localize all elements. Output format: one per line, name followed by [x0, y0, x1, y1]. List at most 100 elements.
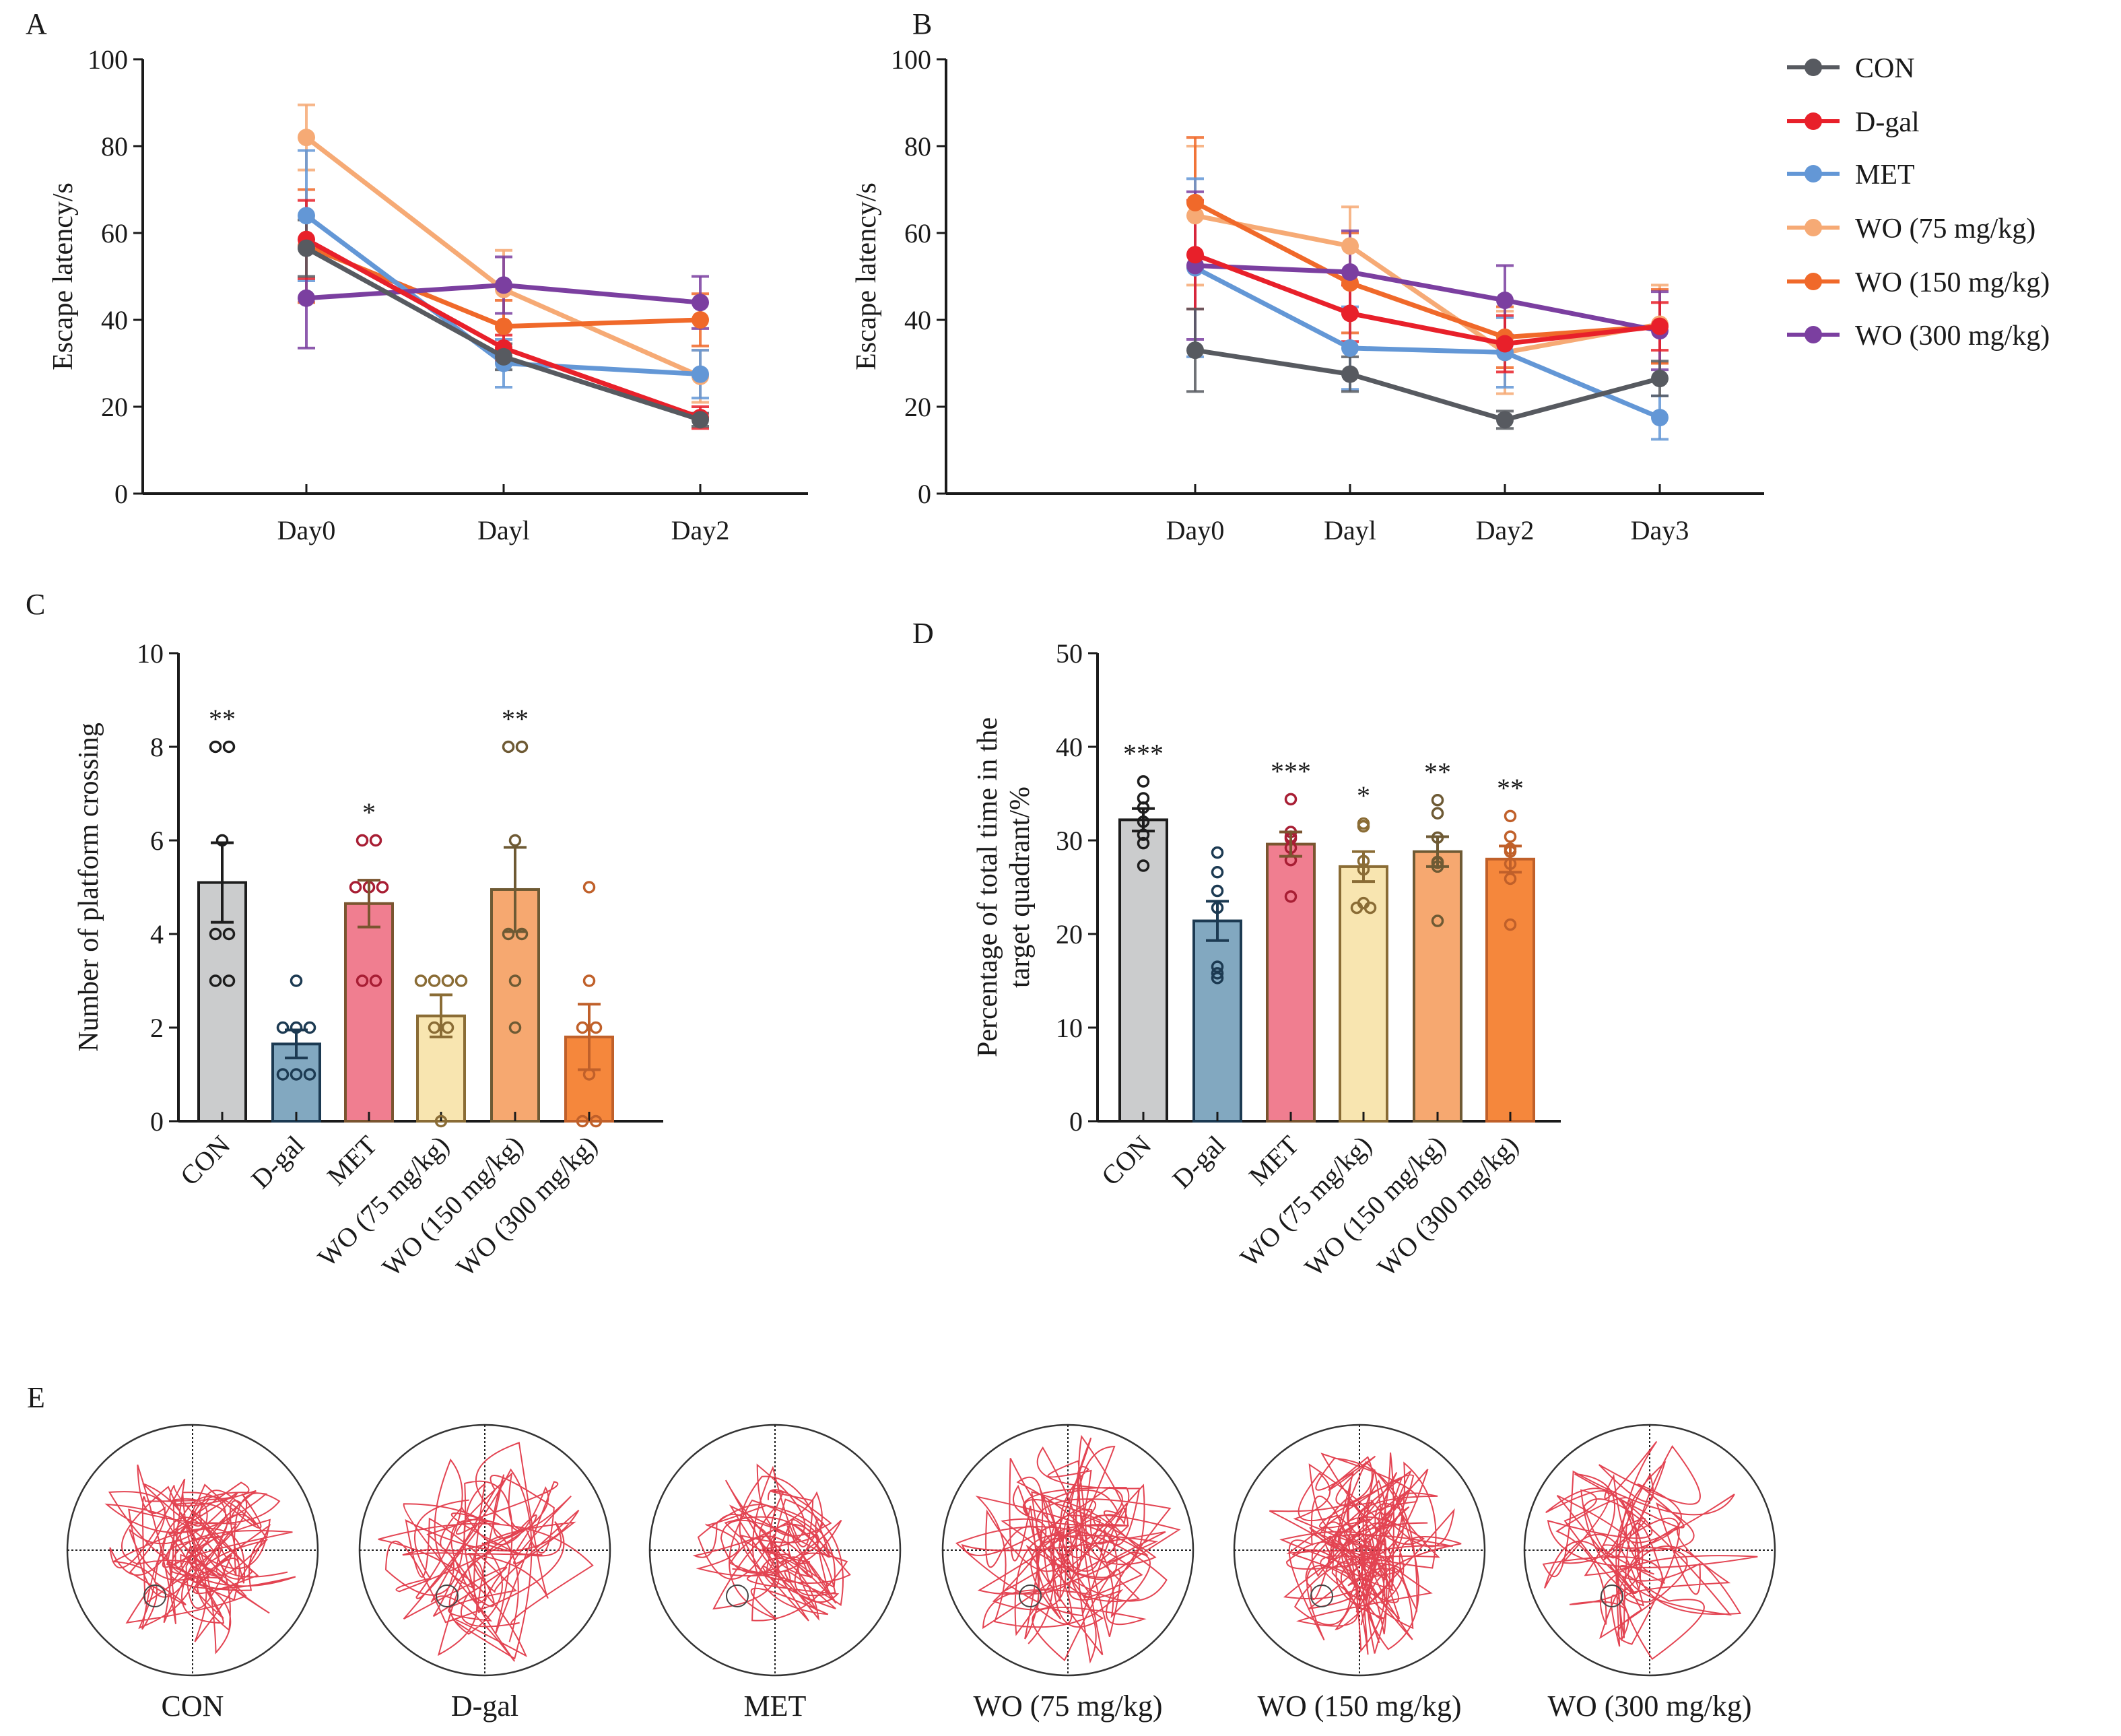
individual-point — [369, 974, 382, 987]
data-point — [1341, 263, 1359, 281]
series-line — [1194, 213, 1660, 355]
trajectory-label: WO (75 mg/kg) — [973, 1690, 1162, 1723]
series-line — [1194, 252, 1660, 346]
individual-point — [582, 974, 596, 987]
individual-point — [290, 974, 303, 987]
individual-point — [376, 881, 389, 894]
x-category-label: CON — [1096, 1130, 1157, 1192]
data-point — [1186, 207, 1204, 225]
x-category-label: MET — [321, 1130, 383, 1192]
trajectory-con: CON — [66, 1424, 319, 1723]
y-axis-title: Escape latency/s — [48, 182, 79, 370]
individual-point — [576, 1021, 589, 1034]
data-point — [1341, 339, 1359, 357]
legend-entry-d-gal: D-gal — [1787, 107, 1920, 138]
bar — [1413, 850, 1462, 1123]
bar-group-met: * MET — [321, 797, 394, 1192]
significance-marker: *** — [1271, 756, 1311, 787]
individual-point — [1211, 967, 1224, 980]
individual-point — [369, 834, 382, 847]
individual-point — [441, 974, 454, 987]
y-tick-label: 0 — [114, 479, 128, 509]
y-tick-label: 80 — [101, 131, 128, 162]
y-tick-label: 0 — [1069, 1106, 1083, 1137]
data-point — [1186, 246, 1204, 264]
panel-letter-d: D — [912, 617, 934, 650]
individual-point — [290, 1068, 303, 1081]
x-tick-label: Dayl — [1324, 515, 1376, 545]
individual-point — [576, 1114, 589, 1128]
data-point — [692, 365, 709, 383]
y-tick-label: 6 — [150, 826, 164, 856]
individual-point — [515, 927, 529, 941]
significance-marker: ** — [1424, 757, 1451, 787]
panel-b-escape-latency-chart: 0 20 40 60 80 100 Day0 Dayl Day2 Day3 Escape laten… — [851, 44, 1764, 545]
trajectory-d-gal: D-gal — [358, 1424, 611, 1723]
individual-point — [1504, 918, 1517, 931]
platform-marker — [1601, 1584, 1623, 1607]
legend-entry-met: MET — [1787, 160, 1915, 191]
trajectory-wo-150-mg-kg: WO (150 mg/kg) — [1233, 1424, 1486, 1723]
significance-marker: ** — [209, 704, 236, 734]
individual-point — [508, 1021, 522, 1034]
legend-marker — [1805, 219, 1822, 236]
y-tick-label: 40 — [1056, 732, 1083, 762]
individual-point — [1364, 901, 1377, 914]
series-wo-300-mg-kg — [298, 276, 709, 312]
individual-point — [1137, 836, 1150, 850]
y-tick-label: 40 — [904, 305, 931, 335]
data-point — [1341, 304, 1359, 323]
series-line — [1194, 200, 1660, 340]
swim-path — [692, 1463, 851, 1622]
y-tick-label: 100 — [88, 44, 128, 75]
x-category-label: MET — [1243, 1130, 1305, 1192]
individual-point — [222, 740, 236, 754]
platform-marker — [143, 1584, 166, 1607]
individual-point — [1284, 890, 1298, 903]
data-point — [1341, 365, 1359, 383]
data-point — [298, 239, 315, 257]
trajectory-label: MET — [744, 1690, 807, 1723]
individual-point — [502, 740, 515, 754]
data-point — [1496, 335, 1514, 353]
data-point — [298, 289, 315, 307]
swim-path — [955, 1434, 1181, 1664]
y-tick-label: 50 — [1056, 638, 1083, 669]
bar — [1485, 857, 1535, 1123]
data-point — [298, 129, 315, 147]
individual-point — [222, 974, 236, 987]
bar-group-con: *** CON — [1096, 738, 1168, 1192]
individual-point — [1431, 914, 1444, 927]
series-con — [298, 239, 709, 429]
x-tick-label: Day0 — [1166, 515, 1225, 545]
panel-letter-c: C — [26, 588, 45, 621]
y-tick-label: 20 — [904, 392, 931, 422]
x-category-label: D-gal — [245, 1130, 310, 1195]
x-tick-label: Dayl — [477, 515, 530, 545]
y-tick-label: 0 — [150, 1106, 164, 1137]
legend-entry-wo-150-mg-kg: WO (150 mg/kg) — [1787, 267, 2050, 298]
trajectory-wo-300-mg-kg: WO (300 mg/kg) — [1523, 1424, 1776, 1723]
legend-entry-wo-75-mg-kg: WO (75 mg/kg) — [1787, 213, 2035, 244]
bar-group-con: ** CON — [174, 704, 247, 1192]
y-tick-label: 10 — [137, 638, 164, 669]
x-category-label: CON — [174, 1130, 236, 1192]
individual-point — [1504, 809, 1517, 823]
x-tick-label: Day0 — [277, 515, 336, 545]
platform-marker — [436, 1584, 459, 1607]
legend-label: CON — [1855, 53, 1915, 84]
individual-point — [276, 1021, 290, 1034]
y-tick-label: 20 — [1056, 919, 1083, 949]
data-point — [1651, 409, 1669, 427]
series-line — [1194, 265, 1661, 420]
individual-point — [502, 927, 515, 941]
individual-point — [589, 1021, 603, 1034]
individual-point — [1211, 884, 1224, 898]
individual-point — [428, 1021, 441, 1034]
individual-point — [209, 974, 222, 987]
y-tick-label: 10 — [1056, 1013, 1083, 1043]
trajectory-met: MET — [648, 1424, 902, 1723]
legend-label: WO (300 mg/kg) — [1855, 321, 2050, 352]
panel-c-platform-crossing-chart: 0 2 4 6 8 10 Number of platform crossing ** CON D… — [73, 638, 663, 1282]
individual-point — [222, 927, 236, 941]
